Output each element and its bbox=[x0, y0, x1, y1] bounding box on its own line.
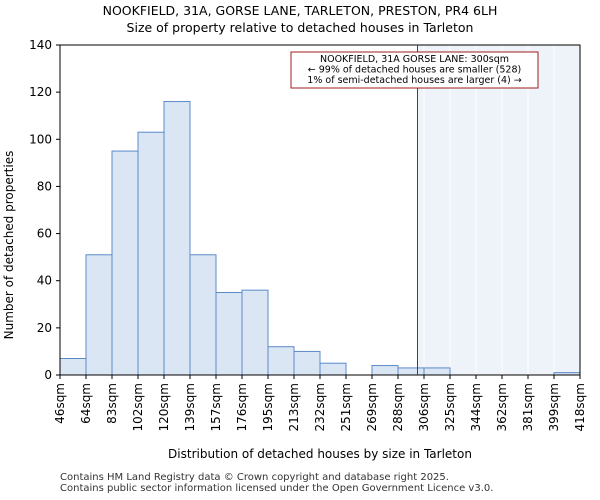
y-tick-label: 80 bbox=[37, 179, 52, 193]
x-tick-label: 306sqm bbox=[417, 383, 431, 431]
bar bbox=[423, 367, 451, 376]
bar bbox=[293, 350, 321, 376]
annotation: NOOKFIELD, 31A GORSE LANE: 300sqm← 99% o… bbox=[290, 51, 539, 89]
x-tick-label: 325sqm bbox=[443, 383, 457, 431]
x-tick-label: 46sqm bbox=[53, 383, 67, 424]
x-tick-label: 83sqm bbox=[105, 383, 119, 424]
bar bbox=[397, 367, 425, 376]
x-tick-label: 418sqm bbox=[573, 383, 587, 431]
x-tick-label: 102sqm bbox=[131, 383, 145, 431]
y-tick-label: 20 bbox=[37, 321, 52, 335]
bar bbox=[371, 365, 399, 376]
annotation-line: 1% of semi-detached houses are larger (4… bbox=[307, 75, 521, 86]
x-tick-label: 176sqm bbox=[235, 383, 249, 431]
title-line-2: Size of property relative to detached ho… bbox=[126, 20, 474, 35]
axes: 0 20 40 60 80 100 120 140 46sqm 64sqm 83sqm 102sqm 1… bbox=[29, 38, 587, 431]
y-tick-label: 60 bbox=[37, 227, 52, 241]
x-tick-label: 344sqm bbox=[469, 383, 483, 431]
x-tick-label: 120sqm bbox=[157, 383, 171, 431]
y-tick-label: 40 bbox=[37, 274, 52, 288]
y-tick-label: 140 bbox=[29, 38, 52, 52]
x-tick-label: 213sqm bbox=[287, 383, 301, 431]
bar bbox=[59, 358, 87, 376]
annotation-line: ← 99% of detached houses are smaller (52… bbox=[308, 65, 521, 76]
footer-line-1: Contains HM Land Registry data © Crown c… bbox=[60, 472, 449, 483]
chart-title: NOOKFIELD, 31A, GORSE LANE, TARLETON, PR… bbox=[0, 2, 600, 36]
x-tick-label: 232sqm bbox=[313, 383, 327, 431]
x-tick-label: 157sqm bbox=[209, 383, 223, 431]
shade-rect bbox=[417, 45, 580, 375]
bar bbox=[163, 101, 191, 376]
y-axis-label: Number of detached properties bbox=[2, 151, 16, 340]
bar bbox=[189, 254, 217, 376]
x-tick-label: 381sqm bbox=[521, 383, 535, 431]
annotation-line: NOOKFIELD, 31A GORSE LANE: 300sqm bbox=[320, 54, 509, 65]
bar bbox=[111, 150, 139, 376]
x-tick-label: 269sqm bbox=[365, 383, 379, 431]
y-tick-label: 0 bbox=[44, 368, 52, 382]
x-tick-label: 399sqm bbox=[547, 383, 561, 431]
x-tick-label: 288sqm bbox=[391, 383, 405, 431]
annotation-box bbox=[290, 51, 539, 89]
shaded-region bbox=[417, 45, 580, 375]
x-tick-label: 139sqm bbox=[183, 383, 197, 431]
bar bbox=[85, 254, 113, 376]
y-tick-label: 100 bbox=[29, 132, 52, 146]
bar bbox=[241, 289, 269, 376]
y-tick-label: 120 bbox=[29, 85, 52, 99]
footer: Contains HM Land Registry data © Crown c… bbox=[60, 472, 493, 494]
bar bbox=[215, 292, 243, 376]
bar bbox=[319, 362, 347, 376]
x-tick-label: 64sqm bbox=[79, 383, 93, 424]
bar bbox=[137, 131, 165, 376]
bar bbox=[267, 346, 295, 376]
footer-line-2: Contains public sector information licen… bbox=[60, 483, 494, 494]
title-line-1: NOOKFIELD, 31A, GORSE LANE, TARLETON, PR… bbox=[102, 3, 498, 18]
x-tick-label: 362sqm bbox=[495, 383, 509, 431]
bars bbox=[59, 101, 581, 376]
x-tick-label: 195sqm bbox=[261, 383, 275, 431]
x-axis-label: Distribution of detached houses by size … bbox=[168, 447, 472, 461]
x-tick-label: 251sqm bbox=[339, 383, 353, 431]
